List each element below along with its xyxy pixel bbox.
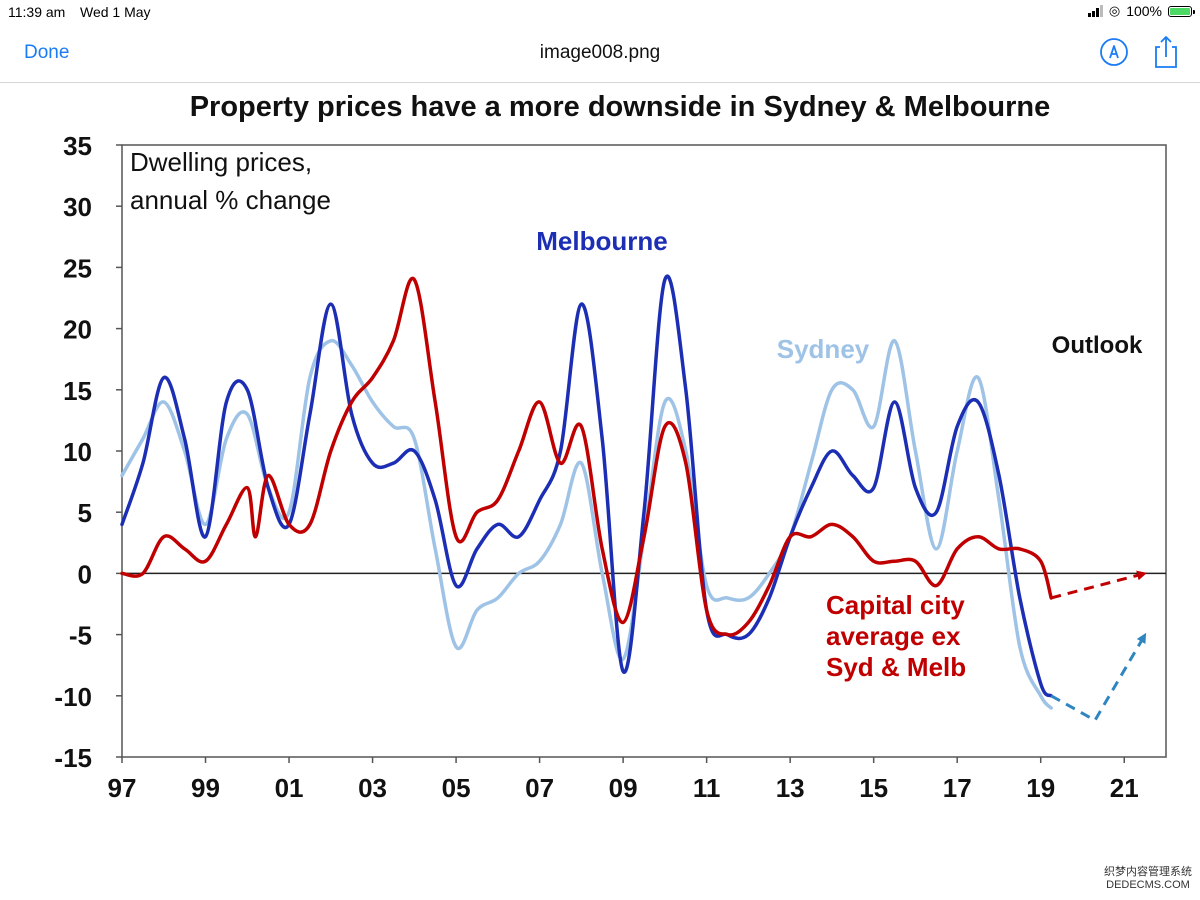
battery-percent: 100% bbox=[1126, 3, 1162, 19]
x-tick-label: 99 bbox=[191, 773, 220, 803]
x-tick-label: 15 bbox=[859, 773, 888, 803]
x-tick-label: 19 bbox=[1026, 773, 1055, 803]
y-tick-label: 25 bbox=[63, 253, 92, 283]
series-label-melbourne: Melbourne bbox=[536, 226, 667, 256]
x-tick-label: 09 bbox=[609, 773, 638, 803]
series-label-sydney: Sydney bbox=[777, 334, 870, 364]
y-tick-label: 5 bbox=[78, 498, 92, 528]
chart: Property prices have a more downside in … bbox=[54, 91, 1167, 803]
y-tick-label: -10 bbox=[54, 682, 92, 712]
x-tick-label: 97 bbox=[108, 773, 137, 803]
signal-icon bbox=[1087, 5, 1103, 17]
x-axis: 97 99 01 03 05 07 09 11 13 15 17 19 21 bbox=[108, 757, 1139, 803]
x-tick-label: 11 bbox=[693, 773, 721, 803]
x-tick-label: 03 bbox=[358, 773, 387, 803]
outlook-label: Outlook bbox=[1052, 332, 1143, 359]
x-tick-label: 13 bbox=[776, 773, 805, 803]
y-tick-label: -15 bbox=[54, 743, 92, 773]
watermark: 织梦内容管理系统 DEDECMS.COM bbox=[1104, 866, 1192, 892]
nav-bar: Done image008.png bbox=[0, 24, 1200, 83]
chart-title: Property prices have a more downside in … bbox=[190, 91, 1051, 123]
series-melbourne-line bbox=[120, 274, 1053, 698]
y-tick-label: 35 bbox=[63, 131, 92, 161]
y-axis: 35 30 25 20 15 10 5 0 -5 -10 -15 bbox=[54, 131, 122, 773]
series-capital-line bbox=[120, 276, 1053, 637]
wifi-icon: ◎ bbox=[1108, 3, 1121, 18]
status-right: ◎ 100% bbox=[1087, 3, 1195, 19]
axis-note-line: annual % change bbox=[130, 185, 331, 215]
series-label-capital-line: Syd & Melb bbox=[826, 652, 966, 682]
series-layer bbox=[120, 274, 1053, 710]
battery-icon bbox=[1168, 5, 1195, 17]
share-icon[interactable] bbox=[1150, 34, 1182, 70]
y-tick-label: 0 bbox=[78, 559, 92, 589]
watermark-line2: DEDECMS.COM bbox=[1106, 879, 1190, 891]
y-tick-label: 20 bbox=[63, 315, 92, 345]
x-tick-label: 07 bbox=[525, 773, 554, 803]
x-tick-label: 05 bbox=[442, 773, 471, 803]
x-tick-label: 01 bbox=[275, 773, 304, 803]
status-time: 11:39 am bbox=[8, 4, 66, 20]
markup-pen-icon[interactable] bbox=[1098, 36, 1130, 68]
series-label-capital-line: Capital city bbox=[826, 590, 965, 620]
y-tick-label: 10 bbox=[63, 437, 92, 467]
y-tick-label: 15 bbox=[63, 376, 92, 406]
x-tick-label: 21 bbox=[1110, 773, 1139, 803]
x-tick-label: 17 bbox=[943, 773, 972, 803]
axis-note: Dwelling prices, annual % change bbox=[130, 147, 331, 215]
series-label-capital-line: average ex bbox=[826, 621, 961, 651]
status-date: Wed 1 May bbox=[80, 4, 151, 20]
y-tick-label: -5 bbox=[69, 621, 92, 651]
y-tick-label: 30 bbox=[63, 192, 92, 222]
watermark-line1: 织梦内容管理系统 bbox=[1104, 866, 1192, 878]
axis-note-line: Dwelling prices, bbox=[130, 147, 312, 177]
status-bar: 11:39 am Wed 1 May ◎ 100% bbox=[0, 0, 1200, 24]
series-sydney-line bbox=[120, 339, 1053, 710]
image-viewer: Property prices have a more downside in … bbox=[0, 83, 1200, 900]
done-button[interactable]: Done bbox=[24, 42, 70, 63]
nav-title: image008.png bbox=[539, 42, 661, 63]
